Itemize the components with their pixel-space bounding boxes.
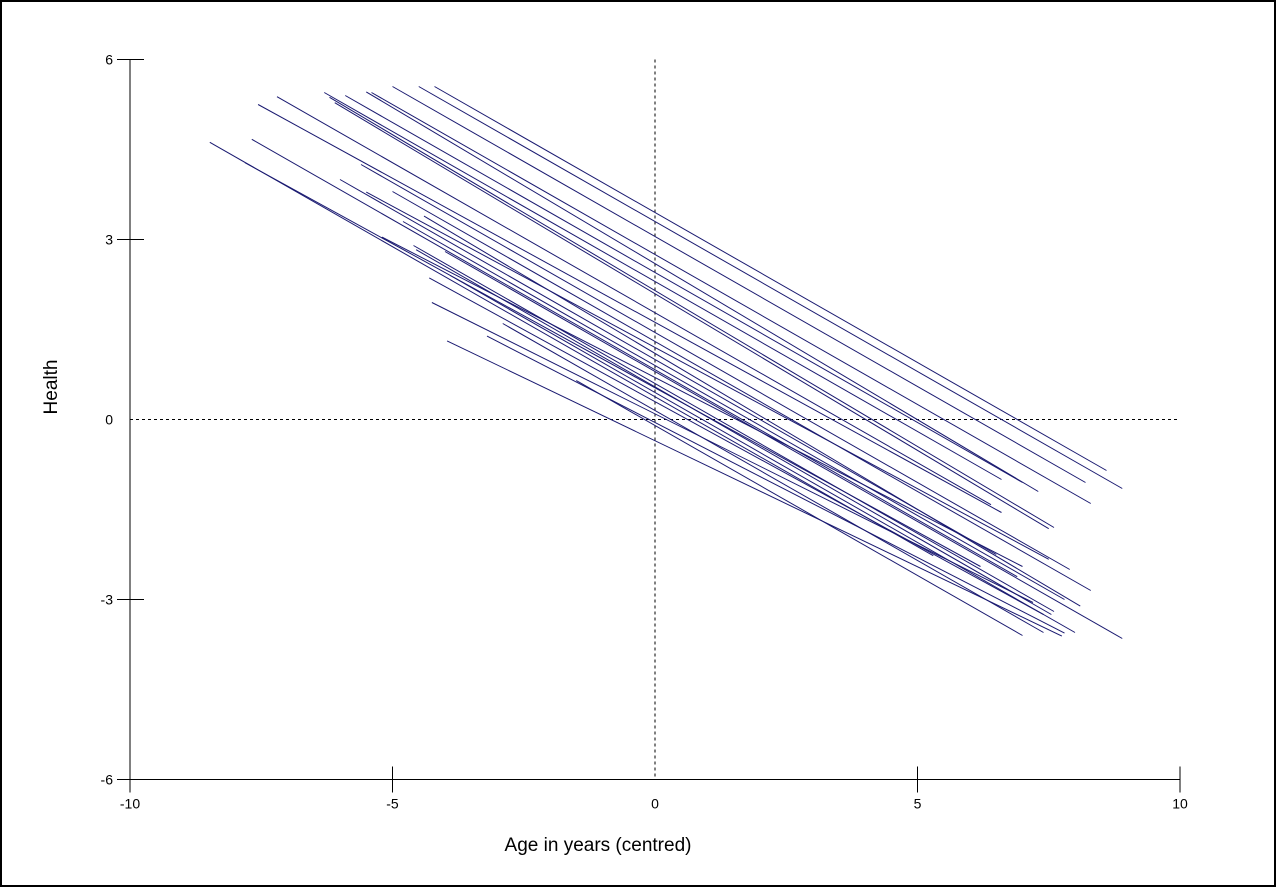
subject-line (434, 86, 1107, 471)
y-axis-title: Health (41, 359, 62, 415)
subject-line (366, 191, 1049, 560)
x-tick-label: -10 (120, 796, 140, 812)
subject-line (371, 92, 1091, 504)
y-tick-label: 6 (105, 52, 113, 68)
subject-line (276, 96, 992, 506)
subject-line (502, 323, 1044, 633)
subject-line (576, 380, 1023, 636)
subject-line (450, 275, 1076, 633)
subject-line (402, 221, 1065, 600)
subject-line (392, 86, 1086, 483)
y-tick-label: 0 (105, 412, 113, 428)
x-tick-label: 10 (1172, 796, 1188, 812)
x-axis-title: Age in years (centred) (504, 835, 692, 856)
subject-line (209, 141, 934, 557)
subject-line (334, 102, 1050, 530)
subject-line (423, 215, 1081, 607)
subject-line (418, 86, 1123, 489)
subject-line (329, 96, 1055, 528)
subject-line (339, 179, 997, 555)
subject-line (251, 138, 1018, 578)
x-tick-label: -5 (386, 796, 399, 812)
subject-line (392, 191, 1091, 591)
subject-line (360, 164, 1070, 570)
subject-line (429, 277, 1044, 615)
subject-line (365, 91, 1039, 492)
y-tick-label: -3 (101, 592, 114, 608)
x-tick-label: 5 (914, 796, 922, 812)
subject-line (446, 340, 1063, 637)
subject-line (324, 92, 1002, 480)
subject-line (431, 302, 1034, 603)
y-tick-label: -6 (101, 772, 114, 788)
subject-line (444, 251, 1123, 639)
y-tick-label: 3 (105, 232, 113, 248)
subject-line (413, 245, 1055, 612)
subject-line (415, 249, 1052, 615)
subject-line (381, 236, 1023, 567)
subject-line (486, 335, 1065, 634)
x-tick-label: 0 (651, 796, 659, 812)
subject-line (345, 95, 1023, 483)
subject-line (257, 104, 1002, 513)
